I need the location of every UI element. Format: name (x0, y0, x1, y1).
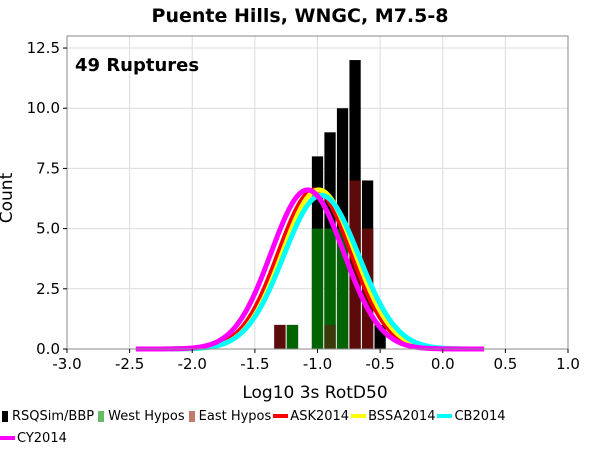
rupture-count-annotation: 49 Ruptures (75, 55, 199, 76)
bar-east-hypos (274, 324, 286, 349)
legend-swatch (273, 414, 289, 418)
curve-bssa2014 (134, 187, 486, 352)
legend-label: CB2014 (454, 408, 506, 424)
bar-total (374, 324, 386, 349)
legend-label: ASK2014 (290, 408, 350, 424)
bar-overlap (324, 324, 336, 349)
x-tick-label: -1.5 (240, 355, 269, 373)
legend-swatch (437, 414, 453, 418)
legend-item-west-hypos: West Hypos (96, 409, 185, 424)
histogram-chart: Puente Hills, WNGC, M7.5-8 0.0 2.5 5.0 7.5 1… (0, 5, 580, 403)
legend-label: West Hypos (108, 408, 185, 424)
x-tick-label: -1.0 (303, 355, 332, 373)
y-tick-label: 10.0 (27, 99, 60, 117)
legend: RSQSim/BBP West Hypos East Hypos ASK2014 BSS… (0, 405, 600, 449)
x-axis-ticks: -3.0 -2.5 -2.0 -1.5 -1.0 -0.5 0.0 0.5 1.0 (52, 349, 580, 373)
legend-item-east-hypos: East Hypos (187, 408, 272, 424)
curve-cy2014 (134, 187, 486, 352)
bar-west-hypos (336, 228, 349, 349)
x-tick-label: -3.0 (52, 355, 81, 373)
legend-label: RSQSim/BBP (12, 408, 95, 424)
y-axis-ticks: 0.0 2.5 5.0 7.5 10.0 12.5 (27, 39, 67, 358)
legend-label: CY2014 (17, 430, 67, 446)
legend-row: RSQSim/BBP West Hypos East Hypos ASK2014 BSS… (0, 405, 600, 427)
legend-row: CY2014 (0, 427, 600, 449)
legend-item-bssa2014: BSSA2014 (351, 409, 435, 424)
x-tick-label: -2.0 (178, 355, 207, 373)
x-axis-label: Log10 3s RotD50 (242, 383, 387, 403)
y-tick-label: 7.5 (36, 159, 60, 177)
legend-label: East Hypos (198, 408, 272, 424)
y-tick-label: 2.5 (36, 280, 60, 298)
legend-swatch (351, 414, 367, 418)
y-tick-label: 0.0 (36, 340, 60, 358)
legend-swatch (0, 436, 15, 440)
bar-west-hypos (324, 228, 336, 349)
x-tick-label: 1.0 (556, 355, 580, 373)
gmpe-curves (134, 187, 486, 352)
y-axis-label: Count (0, 172, 17, 223)
x-tick-label: -0.5 (365, 355, 394, 373)
y-tick-label: 5.0 (36, 220, 60, 238)
bar-west-hypos (311, 228, 324, 349)
legend-swatch (2, 410, 8, 422)
x-tick-label: -2.5 (115, 355, 144, 373)
x-tick-label: 0.5 (493, 355, 517, 373)
bar-west-hypos (286, 324, 299, 349)
chart-title: Puente Hills, WNGC, M7.5-8 (152, 5, 449, 27)
curve-cb2014 (134, 192, 486, 352)
legend-item-cb2014: CB2014 (437, 408, 506, 424)
x-tick-label: 0.0 (431, 355, 455, 373)
curve-ask2014 (134, 187, 486, 352)
legend-swatch (188, 410, 195, 422)
legend-label: BSSA2014 (368, 408, 436, 424)
legend-swatch (98, 410, 105, 422)
legend-item-rsqsim-bbp: RSQSim/BBP (0, 409, 94, 424)
legend-item-ask2014: ASK2014 (273, 409, 349, 424)
legend-item-cy2014: CY2014 (0, 431, 67, 446)
y-tick-label: 12.5 (27, 39, 60, 57)
